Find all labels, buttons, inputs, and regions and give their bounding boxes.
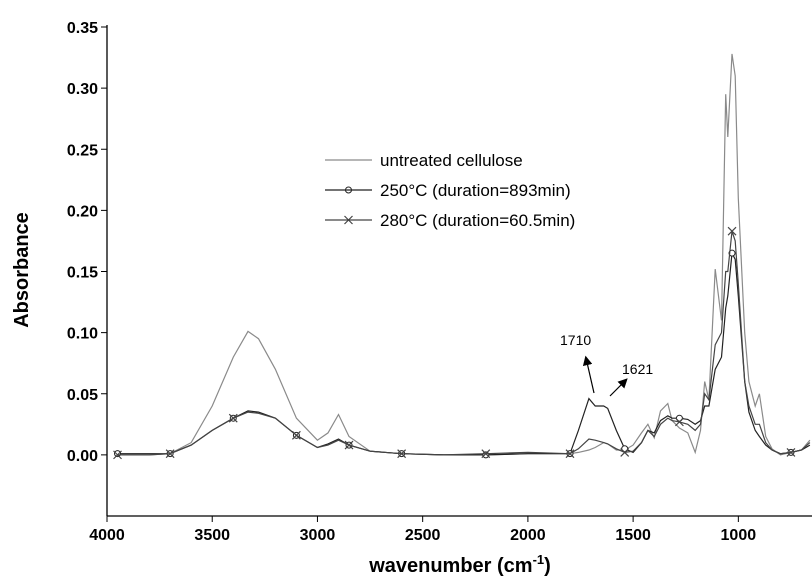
series-line (117, 231, 811, 456)
x-axis-label-superscript: -1 (533, 552, 545, 567)
marker (728, 249, 736, 257)
y-tick-label: 0.05 (67, 387, 98, 404)
marker (228, 413, 238, 423)
marker (344, 440, 354, 450)
y-tick-label: 0.25 (67, 142, 98, 159)
legend-label: untreated cellulose (380, 151, 523, 170)
legend-label: 280°C (duration=60.5min) (380, 211, 575, 230)
marker (674, 417, 684, 427)
y-tick-label: 0.20 (67, 203, 98, 220)
annotation: 1621 (622, 361, 653, 377)
x-axis-label: wavenumber (cm-1) (368, 552, 551, 577)
x-tick-label: 1000 (721, 527, 757, 544)
marker (114, 450, 122, 458)
annotation-arrow (582, 355, 595, 394)
annotation: 1710 (560, 332, 591, 348)
marker (397, 449, 407, 459)
x-tick-label: 3000 (300, 527, 336, 544)
y-tick-label: 0.30 (67, 81, 98, 98)
y-axis-label: Absorbance (11, 212, 33, 328)
marker (565, 449, 575, 459)
marker (786, 448, 796, 457)
marker (291, 430, 301, 440)
series-line (117, 53, 811, 456)
x-tick-label: 1500 (615, 527, 651, 544)
y-tick-label: 0.10 (67, 326, 98, 343)
marker (620, 448, 630, 457)
x-tick-label: 2000 (510, 527, 546, 544)
plot-area (113, 53, 811, 460)
x-tick-label: 2500 (405, 527, 441, 544)
marker (482, 451, 490, 459)
marker (165, 449, 175, 459)
x-axis-label-text: wavenumber (cm (368, 555, 532, 577)
marker (481, 449, 491, 459)
marker (727, 226, 737, 236)
y-tick-label: 0.35 (67, 20, 98, 37)
x-axis-label-suffix: ) (544, 555, 551, 577)
y-tick-label: 0.15 (67, 265, 98, 282)
marker (113, 450, 122, 460)
annotation-arrow (609, 378, 628, 397)
x-tick-label: 3500 (194, 527, 230, 544)
legend-label: 250°C (duration=893min) (380, 181, 571, 200)
y-tick-label: 0.00 (67, 448, 98, 465)
x-tick-label: 4000 (89, 527, 125, 544)
